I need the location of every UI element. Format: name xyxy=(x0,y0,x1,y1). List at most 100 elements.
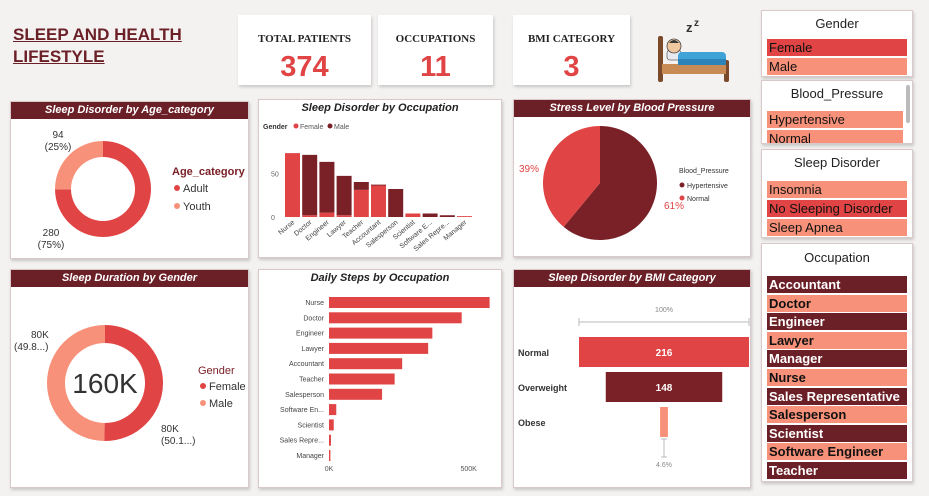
chart-title: Sleep Disorder by Occupation xyxy=(301,102,459,114)
slicer-item-male[interactable]: Male xyxy=(767,58,907,75)
donut-slice-female xyxy=(104,325,163,441)
y-tick-label: Scientist xyxy=(298,422,325,429)
legend-marker xyxy=(679,182,685,188)
funnel-bar-overweight xyxy=(605,372,723,402)
slicer-title: Occupation xyxy=(804,250,870,265)
legend-title: Gender xyxy=(263,124,288,131)
steps-bar xyxy=(329,297,490,308)
legend-label: Normal xyxy=(687,196,710,203)
steps-bar xyxy=(329,388,383,400)
legend-label: Hypertensive xyxy=(687,183,728,190)
bar-male xyxy=(422,213,438,217)
legend-title: Age_category xyxy=(172,166,246,178)
slicer-item-hypertensive[interactable]: Hypertensive xyxy=(767,111,903,128)
funnel-category-label: Obese xyxy=(518,418,546,428)
bar-female xyxy=(371,185,386,217)
legend-label: Adult xyxy=(183,183,208,195)
slicer-item-insomnia[interactable]: Insomnia xyxy=(767,181,907,198)
slicer-item-accountant[interactable]: Accountant xyxy=(767,276,907,293)
y-tick-label: Lawyer xyxy=(301,346,324,353)
funnel-bar-obese xyxy=(660,407,668,437)
donut-center-label: 160K xyxy=(72,368,138,399)
legend-title: Blood_Pressure xyxy=(679,168,729,175)
data-label-value: 280 xyxy=(43,228,60,239)
legend-label: Female xyxy=(209,381,246,393)
slicer-scrollbar[interactable] xyxy=(906,85,910,123)
funnel-top-label: 100% xyxy=(655,307,673,314)
slicer-item-sales-representative[interactable]: Sales Representative xyxy=(767,387,907,405)
y-tick-label: Salesperson xyxy=(285,392,324,399)
legend-marker xyxy=(293,123,299,129)
daily-steps-card: Daily Steps by Occupation Nurse Doctor Eng… xyxy=(258,269,502,488)
steps-bar xyxy=(329,358,403,370)
slicer-title: Gender xyxy=(815,16,859,31)
age-donut-chart: 280(75%) 94(25%) Age_category Adult Youth xyxy=(38,130,246,251)
y-tick-label: Software En... xyxy=(280,407,324,414)
donut-slice-youth xyxy=(55,141,103,190)
x-tick-label: 0K xyxy=(325,466,334,473)
data-label-pct: 39% xyxy=(519,164,539,175)
legend-title: Gender xyxy=(198,365,235,377)
kpi-label: TOTAL PATIENTS xyxy=(257,33,352,45)
kpi-value: 3 xyxy=(563,51,580,83)
occupation-slicer: Occupation Accountant Doctor Engineer Lawye… xyxy=(761,243,913,482)
slicer-item-female[interactable]: Female xyxy=(767,39,907,56)
occupation-stacked-bar-chart: Gender Female Male050NurseDoctorEngineerLa… xyxy=(263,123,472,253)
stress-pie-chart: 61% 39% Blood_Pressure Hypertensive Normal xyxy=(519,126,729,240)
slicer-item-scientist[interactable]: Scientist xyxy=(767,424,907,442)
data-label-pct: (50.1...) xyxy=(161,436,195,447)
x-tick-label: 500K xyxy=(460,466,477,473)
slicer-item-manager[interactable]: Manager xyxy=(767,350,907,368)
bar-male xyxy=(388,189,404,217)
funnel-bottom-label: 4.6% xyxy=(656,462,672,469)
funnel-category-label: Normal xyxy=(518,348,549,358)
slicer-item-nurse[interactable]: Nurse xyxy=(767,369,907,386)
sleep-disorder-slicer: Sleep Disorder Insomnia No Sleeping Diso… xyxy=(761,149,913,238)
legend-label: Youth xyxy=(183,201,211,213)
data-label-value: 94 xyxy=(52,130,64,141)
bar-female xyxy=(319,212,335,217)
funnel-value-label: 216 xyxy=(656,348,673,359)
page-title: SLEEP AND HEALTH LIFESTYLE xyxy=(13,24,213,68)
chart-title: Sleep Disorder by Age_category xyxy=(11,102,248,119)
bar-male xyxy=(336,175,352,216)
kpi-total-patients: TOTAL PATIENTS 374 xyxy=(238,15,371,85)
chart-title: Sleep Duration by Gender xyxy=(11,270,248,287)
slicer-item-lawyer[interactable]: Lawyer xyxy=(767,331,907,349)
bar-male xyxy=(319,161,335,213)
data-label-value: 80K xyxy=(31,330,49,341)
age-category-card: Sleep Disorder by Age_category 280 (75%) 9… xyxy=(10,101,249,259)
svg-text:z: z xyxy=(686,20,693,35)
slicer-item-normal[interactable]: Normal xyxy=(767,130,903,143)
bar-male xyxy=(371,184,386,186)
bar-female xyxy=(302,215,318,217)
steps-bar xyxy=(329,312,462,324)
bar-female xyxy=(457,216,472,217)
sleeping-in-bed-icon: z z xyxy=(658,18,729,82)
bmi-funnel-chart: 100% Normal 216 Overweight 148 Obese 4.6% xyxy=(518,307,750,469)
svg-text:z: z xyxy=(694,18,699,29)
slicer-item-engineer[interactable]: Engineer xyxy=(767,313,907,331)
slicer-item-salesperson[interactable]: Salesperson xyxy=(767,406,907,424)
bmi-category-card: Sleep Disorder by BMI Category 100% Norma… xyxy=(513,269,751,488)
data-label-pct: 61% xyxy=(664,201,684,212)
steps-bar xyxy=(329,373,395,385)
blood-pressure-slicer: Blood_Pressure Hypertensive Normal xyxy=(761,80,913,144)
slicer-item-sleep-apnea[interactable]: Sleep Apnea xyxy=(767,219,907,236)
y-tick-label: Manager xyxy=(296,453,324,460)
slicer-item-teacher[interactable]: Teacher xyxy=(767,462,907,479)
slicer-item-no-disorder[interactable]: No Sleeping Disorder xyxy=(767,200,907,217)
legend-label: Male xyxy=(209,398,233,410)
legend-marker xyxy=(200,383,206,389)
donut-slice-male xyxy=(46,325,105,441)
legend-label: Female xyxy=(300,124,323,131)
stress-level-card: Stress Level by Blood Pressure 61% 39% Blo… xyxy=(513,99,751,257)
slicer-item-software-engineer[interactable]: Software Engineer xyxy=(767,443,907,461)
slicer-title: Blood_Pressure xyxy=(790,86,884,101)
data-label-pct: (75%) xyxy=(38,240,65,251)
slicer-item-doctor[interactable]: Doctor xyxy=(767,294,907,312)
y-tick-label: Engineer xyxy=(296,331,325,338)
kpi-value: 374 xyxy=(280,51,329,83)
legend-marker xyxy=(174,203,180,209)
y-tick-label: 50 xyxy=(271,171,279,178)
